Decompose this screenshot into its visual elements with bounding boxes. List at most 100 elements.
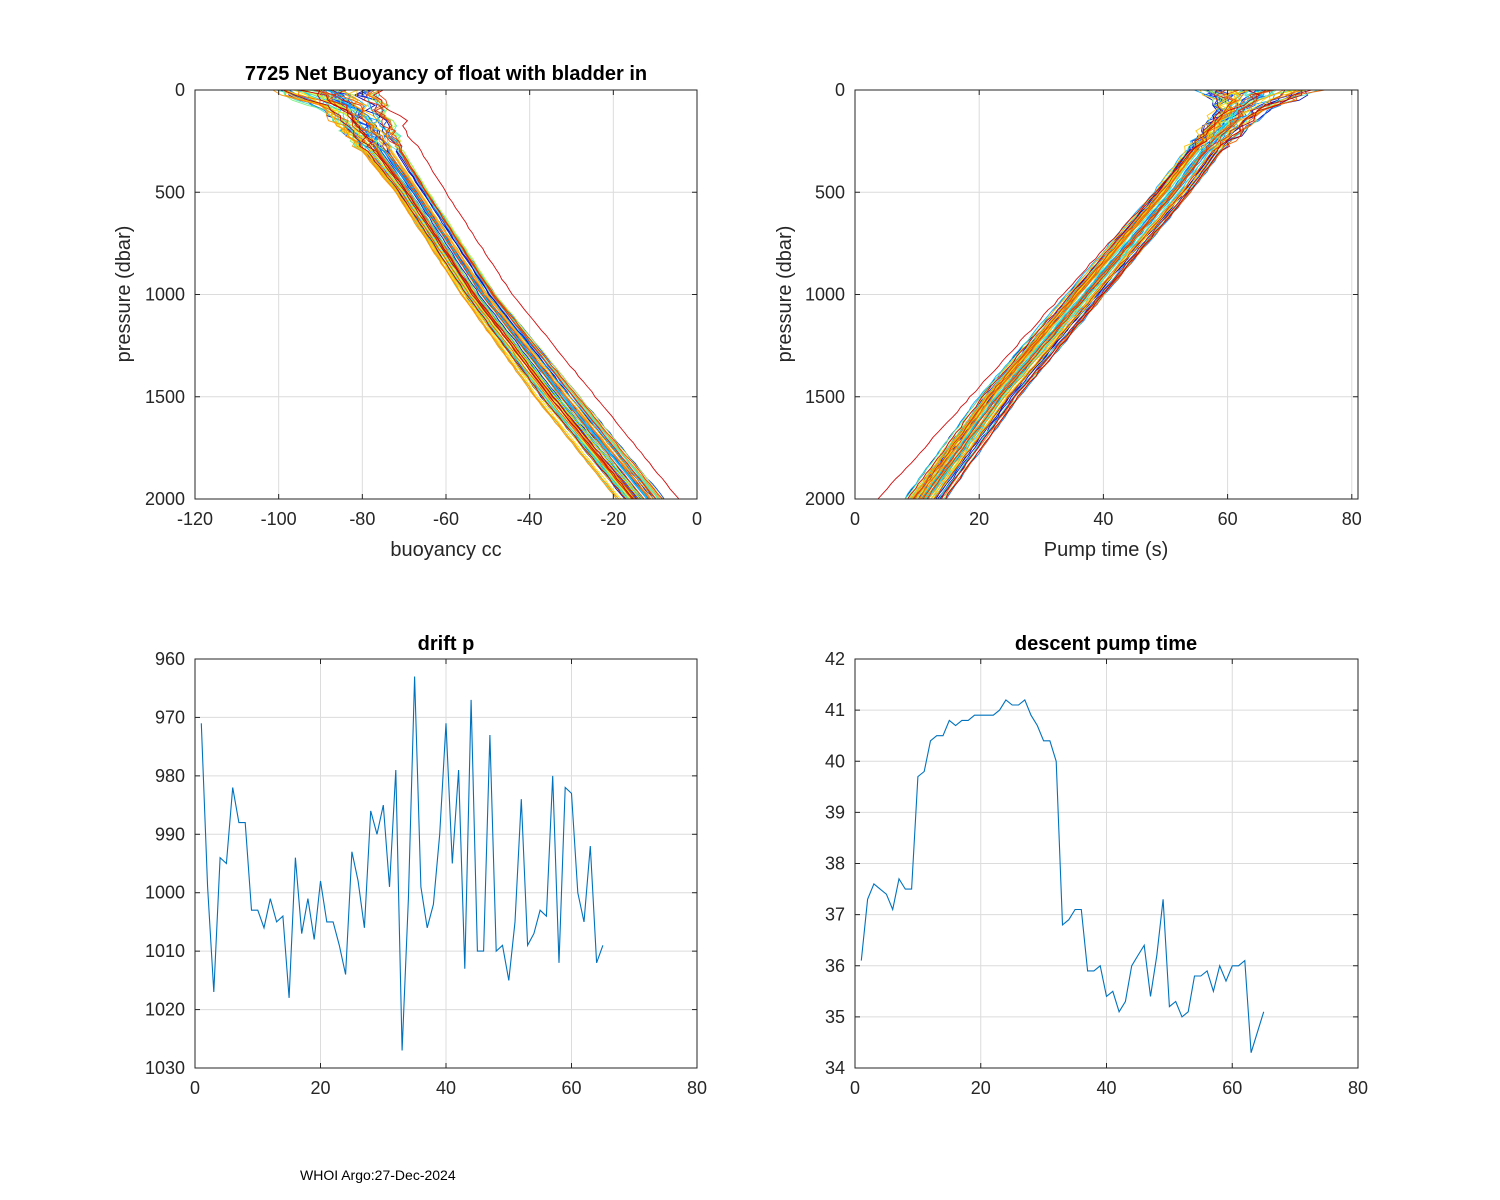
tick-marks [194,89,698,500]
x-tick-label: 40 [436,1078,456,1098]
grid [194,658,698,1069]
y-tick-label: 1000 [145,883,185,903]
profile-line [342,90,652,499]
x-tick-label: 80 [1342,509,1362,529]
y-tick-label: 1000 [145,285,185,305]
panel-pumpdescent: 0 20 40 60 80 34 35 36 37 38 39 40 41 42 descent pum… [825,633,1368,1098]
x-tick-label: -60 [433,509,459,529]
x-tick-label: 0 [692,509,702,529]
x-tick-label: 80 [687,1078,707,1098]
x-tick-label: 20 [971,1078,991,1098]
profile-line [913,90,1234,499]
profile-line [272,90,617,499]
x-tick-label: 60 [561,1078,581,1098]
chart-title-driftp: drift p [418,633,475,655]
profile-line [298,90,634,499]
x-tick-label: 60 [1222,1078,1242,1098]
profile-line [918,90,1246,499]
profile-line [364,90,664,499]
y-axis-label-buoyancy: pressure (dbar) [113,226,135,363]
x-tick-labels: 0 20 40 60 80 [850,509,1362,529]
tick-marks [194,658,698,1069]
y-tick-label: 1000 [805,285,845,305]
x-tick-label: 20 [310,1078,330,1098]
series-line-pumpdescent [860,699,1265,1053]
profile-line [930,90,1275,499]
profile-line [374,90,657,499]
x-tick-label: -20 [600,509,626,529]
x-tick-labels: 0 20 40 60 80 [850,1078,1368,1098]
profile-line [317,90,638,499]
profile-line [308,90,643,499]
profile-line [925,90,1293,499]
y-tick-label: 40 [825,751,845,771]
x-tick-label: 60 [1218,509,1238,529]
x-tick-label: 0 [850,509,860,529]
footer-credit: WHOI Argo:27-Dec-2024 [300,1167,456,1183]
y-tick-label: 2000 [145,489,185,509]
y-tick-label: 2000 [805,489,845,509]
profile-line [922,90,1273,499]
x-tick-label: 40 [1093,509,1113,529]
y-tick-label: 35 [825,1007,845,1027]
plot-area [860,699,1265,1053]
y-tick-label: 990 [155,824,185,844]
y-axis-label-pumptime: pressure (dbar) [774,226,796,363]
y-tick-label: 1500 [145,387,185,407]
y-tick-label: 38 [825,854,845,874]
y-tick-labels: 0 500 1000 1500 2000 [145,80,185,509]
y-tick-label: 41 [825,700,845,720]
x-tick-label: 80 [1348,1078,1368,1098]
profile-line [945,90,1313,499]
x-tick-label: 20 [969,509,989,529]
tick-marks [854,89,1358,500]
profile-line [363,90,663,499]
x-tick-label: -120 [177,509,213,529]
profile-line [282,90,627,499]
panel-pumptime: 0 20 40 60 80 0 500 1000 1500 2000 Pump time (s)… [774,80,1362,561]
y-tick-labels: 0 500 1000 1500 2000 [805,80,845,509]
profile-line [282,90,626,499]
y-tick-label: 36 [825,956,845,976]
grid [854,658,1359,1069]
profile-line [907,90,1222,499]
profile-line [298,90,634,499]
x-tick-label: 40 [1096,1078,1116,1098]
panel-driftp: 0 20 40 60 80 960 970 980 990 1000 1010 1020 1030 d… [145,633,707,1098]
y-tick-label: 0 [835,80,845,100]
profile-line [941,90,1303,499]
profile-line [933,90,1286,499]
y-tick-label: 1500 [805,387,845,407]
y-tick-labels: 34 35 36 37 38 39 40 41 42 [825,649,845,1078]
tick-marks [854,658,1359,1069]
plot-area [200,676,604,1051]
chart-title-pumpdescent: descent pump time [1015,633,1197,655]
panel-buoyancy: -120 -100 -80 -60 -40 -20 0 0 500 1000 1500 2000 7… [113,63,702,561]
y-tick-label: 1030 [145,1058,185,1078]
profile-line [877,90,1261,499]
x-tick-label: 0 [850,1078,860,1098]
x-tick-labels: -120 -100 -80 -60 -40 -20 0 [177,509,702,529]
y-tick-label: 39 [825,802,845,822]
profile-line [372,90,680,499]
grid [854,89,1358,500]
y-tick-label: 500 [815,182,845,202]
profile-group [272,90,680,499]
profile-line [923,90,1242,499]
y-tick-label: 37 [825,905,845,925]
chart-title-buoyancy: 7725 Net Buoyancy of float with bladder … [245,63,647,85]
y-tick-label: 500 [155,182,185,202]
x-tick-label: -100 [261,509,297,529]
y-tick-labels: 960 970 980 990 1000 1010 1020 1030 [145,649,185,1078]
x-tick-labels: 0 20 40 60 80 [190,1078,707,1098]
plot-area [877,90,1325,499]
y-tick-label: 42 [825,649,845,669]
series-line-driftp [200,676,604,1051]
y-tick-label: 0 [175,80,185,100]
x-axis-label-buoyancy: buoyancy cc [390,539,501,561]
y-tick-label: 1020 [145,1000,185,1020]
profile-group [877,90,1325,499]
profile-line [926,90,1267,499]
profile-line [284,90,620,499]
